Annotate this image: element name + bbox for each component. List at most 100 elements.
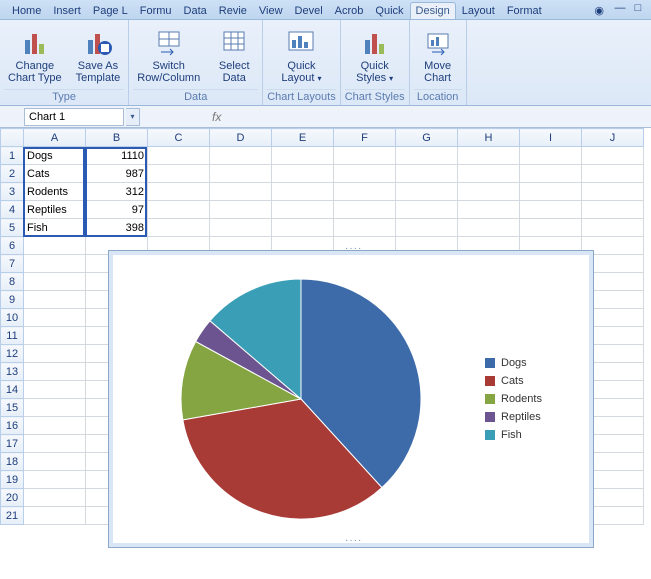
chart-handle-top[interactable] [345, 249, 357, 253]
row-header-13[interactable]: 13 [1, 363, 24, 381]
cell-A11[interactable] [24, 327, 86, 345]
cell-D2[interactable] [210, 165, 272, 183]
cell-D3[interactable] [210, 183, 272, 201]
cell-D1[interactable] [210, 147, 272, 165]
tab-layout[interactable]: Layout [456, 2, 501, 19]
save-as-template-button[interactable]: Save AsTemplate [72, 24, 125, 86]
select-all-corner[interactable] [1, 129, 24, 147]
fx-icon[interactable]: fx [212, 110, 232, 124]
cell-J2[interactable] [582, 165, 644, 183]
cell-I2[interactable] [520, 165, 582, 183]
row-header-6[interactable]: 6 [1, 237, 24, 255]
row-header-1[interactable]: 1 [1, 147, 24, 165]
move-chart-button[interactable]: MoveChart [414, 24, 462, 86]
cell-A21[interactable] [24, 507, 86, 525]
tab-revie[interactable]: Revie [213, 2, 253, 19]
cell-G1[interactable] [396, 147, 458, 165]
col-header-B[interactable]: B [86, 129, 148, 147]
row-header-7[interactable]: 7 [1, 255, 24, 273]
quick-styles-button[interactable]: QuickStyles ▾ [351, 24, 399, 86]
cell-C3[interactable] [148, 183, 210, 201]
cell-J3[interactable] [582, 183, 644, 201]
name-box-dropdown[interactable]: ▾ [126, 108, 140, 126]
row-header-5[interactable]: 5 [1, 219, 24, 237]
cell-G5[interactable] [396, 219, 458, 237]
legend-item-dogs[interactable]: Dogs [485, 357, 585, 369]
cell-A1[interactable]: Dogs [24, 147, 86, 165]
cell-D4[interactable] [210, 201, 272, 219]
row-header-17[interactable]: 17 [1, 435, 24, 453]
cell-J4[interactable] [582, 201, 644, 219]
cell-I5[interactable] [520, 219, 582, 237]
row-header-16[interactable]: 16 [1, 417, 24, 435]
col-header-A[interactable]: A [24, 129, 86, 147]
row-header-19[interactable]: 19 [1, 471, 24, 489]
cell-G4[interactable] [396, 201, 458, 219]
row-header-9[interactable]: 9 [1, 291, 24, 309]
tab-quick[interactable]: Quick [369, 2, 409, 19]
tab-insert[interactable]: Insert [47, 2, 87, 19]
cell-C1[interactable] [148, 147, 210, 165]
cell-A19[interactable] [24, 471, 86, 489]
cell-A18[interactable] [24, 453, 86, 471]
col-header-J[interactable]: J [582, 129, 644, 147]
cell-A6[interactable] [24, 237, 86, 255]
cell-H4[interactable] [458, 201, 520, 219]
row-header-10[interactable]: 10 [1, 309, 24, 327]
chart-object[interactable]: DogsCatsRodentsReptilesFish [108, 250, 594, 548]
cell-J5[interactable] [582, 219, 644, 237]
tab-view[interactable]: View [253, 2, 289, 19]
cell-H1[interactable] [458, 147, 520, 165]
legend-item-cats[interactable]: Cats [485, 375, 585, 387]
cell-B3[interactable]: 312 [86, 183, 148, 201]
cell-A2[interactable]: Cats [24, 165, 86, 183]
cell-F1[interactable] [334, 147, 396, 165]
cell-A10[interactable] [24, 309, 86, 327]
tab-page-l[interactable]: Page L [87, 2, 134, 19]
tab-acrob[interactable]: Acrob [329, 2, 370, 19]
cell-F2[interactable] [334, 165, 396, 183]
row-header-20[interactable]: 20 [1, 489, 24, 507]
cell-C4[interactable] [148, 201, 210, 219]
cell-H5[interactable] [458, 219, 520, 237]
cell-A12[interactable] [24, 345, 86, 363]
cell-H3[interactable] [458, 183, 520, 201]
col-header-I[interactable]: I [520, 129, 582, 147]
row-header-21[interactable]: 21 [1, 507, 24, 525]
cell-F4[interactable] [334, 201, 396, 219]
cell-H2[interactable] [458, 165, 520, 183]
cell-A3[interactable]: Rodents [24, 183, 86, 201]
col-header-D[interactable]: D [210, 129, 272, 147]
col-header-E[interactable]: E [272, 129, 334, 147]
cell-A4[interactable]: Reptiles [24, 201, 86, 219]
tab-home[interactable]: Home [6, 2, 47, 19]
cell-A17[interactable] [24, 435, 86, 453]
switch-row-column-button[interactable]: SwitchRow/Column [133, 24, 204, 86]
cell-E1[interactable] [272, 147, 334, 165]
cell-D5[interactable] [210, 219, 272, 237]
cell-A15[interactable] [24, 399, 86, 417]
row-header-11[interactable]: 11 [1, 327, 24, 345]
cell-C2[interactable] [148, 165, 210, 183]
cell-I4[interactable] [520, 201, 582, 219]
pie-chart[interactable] [117, 259, 485, 539]
cell-A5[interactable]: Fish [24, 219, 86, 237]
row-header-15[interactable]: 15 [1, 399, 24, 417]
name-box[interactable]: Chart 1 [24, 108, 124, 126]
cell-B4[interactable]: 97 [86, 201, 148, 219]
cell-C5[interactable] [148, 219, 210, 237]
cell-A14[interactable] [24, 381, 86, 399]
tab-design[interactable]: Design [410, 2, 456, 19]
tab-data[interactable]: Data [178, 2, 213, 19]
legend-item-fish[interactable]: Fish [485, 429, 585, 441]
cell-A20[interactable] [24, 489, 86, 507]
legend-item-rodents[interactable]: Rodents [485, 393, 585, 405]
minimize-button[interactable]: — [613, 1, 627, 15]
col-header-C[interactable]: C [148, 129, 210, 147]
tab-devel[interactable]: Devel [289, 2, 329, 19]
cell-J1[interactable] [582, 147, 644, 165]
cell-G2[interactable] [396, 165, 458, 183]
quick-layout-button[interactable]: QuickLayout ▾ [277, 24, 325, 86]
cell-A8[interactable] [24, 273, 86, 291]
row-header-14[interactable]: 14 [1, 381, 24, 399]
